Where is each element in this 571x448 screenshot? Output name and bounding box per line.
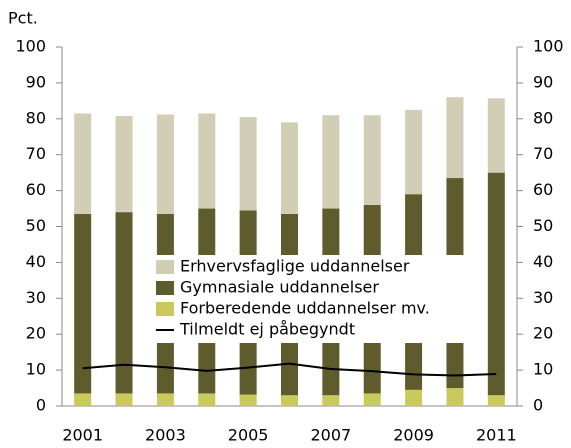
bar xyxy=(487,395,505,406)
y-tick-label: 90 xyxy=(26,72,46,91)
bar xyxy=(198,393,216,406)
y-tick-label: 60 xyxy=(26,180,46,199)
bar xyxy=(322,115,340,209)
y2-tick-label: 100 xyxy=(533,37,564,56)
x-tick-label: 2011 xyxy=(476,426,517,445)
legend-box xyxy=(150,255,465,343)
y2-tick-label: 30 xyxy=(533,288,553,307)
bar xyxy=(115,393,133,406)
bar xyxy=(487,172,505,396)
bar xyxy=(115,212,133,394)
y-tick-label: 40 xyxy=(26,252,46,271)
y2-tick-label: 0 xyxy=(533,396,543,415)
x-tick-label: 2001 xyxy=(62,426,103,445)
bar xyxy=(156,393,174,406)
y-tick-label: 100 xyxy=(15,37,46,56)
y-tick-label: 0 xyxy=(36,396,46,415)
bar xyxy=(487,98,505,173)
y-axis-label: Pct. xyxy=(8,9,38,28)
bar xyxy=(446,388,464,406)
bar xyxy=(239,394,257,406)
y2-tick-label: 40 xyxy=(533,252,553,271)
y2-tick-label: 80 xyxy=(533,108,553,127)
bar xyxy=(74,113,92,214)
bar xyxy=(281,122,298,214)
x-tick-label: 2009 xyxy=(393,426,434,445)
legend-label: Erhvervsfaglige uddannelser xyxy=(180,257,410,276)
x-tick-label: 2003 xyxy=(145,426,186,445)
y-tick-label: 10 xyxy=(26,360,46,379)
y2-tick-label: 60 xyxy=(533,180,553,199)
bar xyxy=(74,213,92,394)
bar xyxy=(156,114,174,214)
legend-swatch xyxy=(156,260,174,274)
bar xyxy=(405,109,423,195)
y-tick-label: 80 xyxy=(26,108,46,127)
bar xyxy=(74,393,92,406)
bar xyxy=(281,395,298,406)
y2-tick-label: 20 xyxy=(533,324,553,343)
legend-swatch xyxy=(156,281,174,295)
y-tick-label: 30 xyxy=(26,288,46,307)
line xyxy=(82,362,497,377)
bar xyxy=(322,395,340,406)
y2-tick-label: 50 xyxy=(533,216,553,235)
y-tick-label: 70 xyxy=(26,144,46,163)
bar xyxy=(198,113,216,209)
bar xyxy=(363,393,381,406)
bar xyxy=(446,97,464,179)
x-tick-label: 2007 xyxy=(311,426,352,445)
y-tick-label: 20 xyxy=(26,324,46,343)
bar xyxy=(363,115,381,205)
legend-label: Forberedende uddannelser mv. xyxy=(180,299,430,318)
y-tick-label: 50 xyxy=(26,216,46,235)
legend-label: Tilmeldt ej påbegyndt xyxy=(179,320,355,339)
bar xyxy=(115,115,133,213)
y2-tick-label: 90 xyxy=(533,72,553,91)
legend-swatch xyxy=(156,302,174,316)
bar xyxy=(239,117,257,211)
y2-tick-label: 10 xyxy=(533,360,553,379)
legend-label: Gymnasiale uddannelser xyxy=(180,278,379,297)
x-tick-label: 2005 xyxy=(228,426,269,445)
y2-tick-label: 70 xyxy=(533,144,553,163)
bar xyxy=(405,389,423,406)
